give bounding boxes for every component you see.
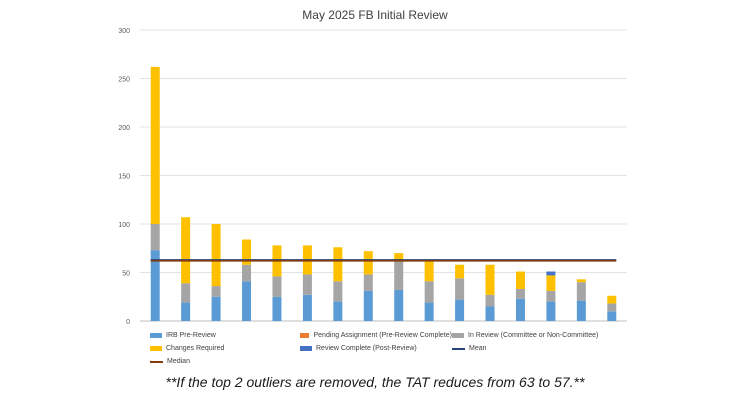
- bar-segment: [607, 303, 617, 312]
- bar-segment: [576, 279, 586, 283]
- bar-segment: [333, 301, 343, 321]
- bar-segment: [181, 302, 191, 321]
- bar-segment: [181, 283, 191, 303]
- bar-segment: [272, 296, 282, 321]
- bar-segment: [150, 66, 160, 224]
- bar-segment: [485, 306, 495, 321]
- y-tick-label: 250: [118, 77, 130, 84]
- bar-segment: [515, 271, 525, 289]
- legend-swatch: [452, 333, 464, 338]
- bar-segment: [211, 224, 221, 287]
- bar-segment: [394, 289, 404, 321]
- legend-label: In Review (Committee or Non-Committee): [468, 332, 599, 339]
- bar-segment: [333, 281, 343, 302]
- bar-segment: [515, 288, 525, 299]
- bar-segment: [242, 281, 252, 321]
- bar-segment: [363, 290, 373, 321]
- y-tick-label: 50: [122, 271, 130, 278]
- stacked-bar-chart: 0 50 100 150 200 250 300: [118, 28, 627, 326]
- bar-segment: [302, 274, 312, 295]
- legend-item: Review Complete (Post-Review): [300, 343, 452, 354]
- bar-segment: [272, 276, 282, 297]
- legend-label: Pending Assignment (Pre-Review Complete): [313, 332, 452, 339]
- bar-segment: [394, 253, 404, 261]
- bar-segment: [363, 274, 373, 291]
- legend-label: IRB Pre-Review: [166, 332, 216, 339]
- y-tick-label: 200: [118, 125, 130, 132]
- y-tick-label: 100: [118, 222, 130, 229]
- legend-label: Changes Required: [166, 345, 225, 352]
- legend-item: Changes Required: [150, 343, 300, 354]
- legend-item: In Review (Committee or Non-Committee): [452, 330, 620, 341]
- bar-segment: [333, 247, 343, 282]
- bar-segment: [546, 275, 556, 291]
- y-axis-ticks: 0 50 100 150 200 250 300: [118, 28, 130, 326]
- legend-label: Mean: [469, 345, 487, 352]
- bar-segment: [363, 251, 373, 275]
- y-tick-label: 150: [118, 174, 130, 181]
- bar-segment: [455, 278, 465, 300]
- bars: [150, 66, 617, 321]
- legend-label: Median: [167, 358, 190, 365]
- bar-segment: [150, 250, 160, 321]
- bar-segment: [546, 290, 556, 302]
- legend-swatch: [300, 346, 312, 351]
- chart-legend: IRB Pre-Review Pending Assignment (Pre-Re…: [150, 330, 620, 367]
- legend-item: IRB Pre-Review: [150, 330, 300, 341]
- legend-swatch: [150, 333, 162, 338]
- bar-segment: [181, 217, 191, 284]
- bar-segment: [546, 301, 556, 321]
- y-tick-label: 300: [118, 28, 130, 35]
- bar-segment: [211, 286, 221, 297]
- legend-swatch: [150, 360, 163, 363]
- bar-segment: [607, 295, 617, 304]
- bar-segment: [455, 299, 465, 321]
- bar-segment: [546, 271, 556, 276]
- bar-segment: [576, 300, 586, 321]
- legend-label: Review Complete (Post-Review): [316, 345, 417, 352]
- bar-segment: [242, 239, 252, 265]
- bar-segment: [242, 264, 252, 282]
- bar-segment: [424, 302, 434, 321]
- legend-swatch: [150, 346, 162, 351]
- bar-segment: [424, 281, 434, 303]
- bar-segment: [150, 224, 160, 251]
- legend-swatch: [452, 347, 465, 350]
- bar-segment: [455, 264, 465, 279]
- bar-segment: [394, 260, 404, 290]
- bar-segment: [485, 264, 495, 295]
- legend-item: Pending Assignment (Pre-Review Complete): [300, 330, 452, 341]
- reference-lines: [150, 259, 617, 262]
- bar-segment: [515, 298, 525, 321]
- bar-segment: [424, 260, 434, 282]
- legend-swatch: [300, 333, 310, 338]
- gridlines: [140, 29, 627, 322]
- legend-item: Median: [150, 356, 300, 367]
- bar-segment: [576, 282, 586, 301]
- footnote: **If the top 2 outliers are removed, the…: [165, 374, 585, 390]
- bar-segment: [211, 296, 221, 321]
- bar-segment: [302, 294, 312, 321]
- bar-segment: [607, 311, 617, 321]
- chart-title: May 2025 FB Initial Review: [302, 8, 448, 22]
- bar-segment: [485, 294, 495, 307]
- y-tick-label: 0: [126, 319, 130, 326]
- legend-item: Mean: [452, 343, 620, 354]
